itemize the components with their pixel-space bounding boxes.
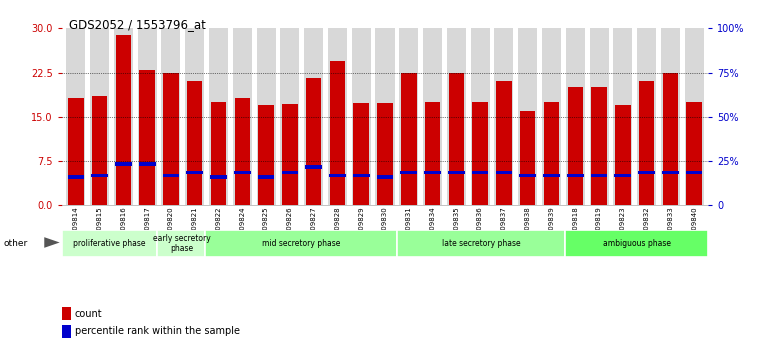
Bar bbox=[518, 28, 537, 205]
Bar bbox=[256, 28, 276, 205]
Bar bbox=[686, 171, 702, 175]
Bar bbox=[62, 307, 72, 320]
Bar bbox=[448, 171, 464, 175]
Bar bbox=[400, 171, 417, 175]
Bar bbox=[496, 171, 512, 175]
Bar bbox=[139, 162, 156, 166]
Bar bbox=[519, 174, 536, 177]
Bar bbox=[543, 174, 560, 177]
Bar bbox=[258, 175, 274, 179]
Bar bbox=[496, 81, 511, 205]
Bar bbox=[615, 105, 631, 205]
Bar bbox=[328, 28, 347, 205]
Bar bbox=[282, 104, 298, 205]
Bar bbox=[590, 28, 608, 205]
Bar bbox=[591, 174, 608, 177]
Bar bbox=[329, 174, 346, 177]
Bar bbox=[377, 175, 393, 179]
Bar bbox=[68, 175, 84, 179]
Bar bbox=[66, 28, 85, 205]
Bar bbox=[663, 73, 678, 205]
Bar bbox=[211, 102, 226, 205]
Bar bbox=[566, 28, 584, 205]
Bar bbox=[424, 171, 441, 175]
Bar bbox=[352, 28, 370, 205]
Bar bbox=[162, 174, 179, 177]
Bar bbox=[186, 28, 204, 205]
Bar bbox=[376, 28, 394, 205]
Bar bbox=[685, 28, 704, 205]
Bar bbox=[210, 175, 227, 179]
Bar bbox=[567, 174, 584, 177]
Bar bbox=[280, 28, 300, 205]
Bar bbox=[235, 98, 250, 205]
Bar bbox=[138, 28, 157, 205]
Bar bbox=[470, 28, 490, 205]
Text: proliferative phase: proliferative phase bbox=[73, 239, 146, 248]
Bar bbox=[209, 28, 228, 205]
Bar bbox=[567, 87, 583, 205]
Bar bbox=[542, 28, 561, 205]
Bar bbox=[62, 230, 157, 257]
Bar bbox=[92, 96, 107, 205]
Bar bbox=[639, 81, 654, 205]
Bar bbox=[306, 165, 322, 169]
Bar bbox=[163, 73, 179, 205]
Text: late secretory phase: late secretory phase bbox=[441, 239, 520, 248]
Bar bbox=[638, 171, 655, 175]
Text: early secretory
phase: early secretory phase bbox=[152, 234, 210, 253]
Text: GDS2052 / 1553796_at: GDS2052 / 1553796_at bbox=[69, 18, 206, 31]
Bar bbox=[162, 28, 180, 205]
Bar bbox=[613, 28, 632, 205]
Text: mid secretory phase: mid secretory phase bbox=[262, 239, 340, 248]
Bar bbox=[423, 28, 442, 205]
Bar bbox=[353, 103, 369, 205]
Bar bbox=[306, 79, 321, 205]
Text: other: other bbox=[4, 239, 28, 248]
Text: count: count bbox=[75, 309, 102, 319]
Bar bbox=[330, 61, 345, 205]
Bar bbox=[591, 87, 607, 205]
Bar bbox=[377, 103, 393, 205]
Bar bbox=[186, 171, 203, 175]
Text: percentile rank within the sample: percentile rank within the sample bbox=[75, 326, 239, 336]
Bar bbox=[90, 28, 109, 205]
Bar bbox=[114, 28, 133, 205]
Bar bbox=[564, 230, 708, 257]
Polygon shape bbox=[44, 237, 60, 248]
Bar bbox=[234, 171, 251, 175]
Bar bbox=[233, 28, 252, 205]
Bar bbox=[520, 111, 535, 205]
Bar bbox=[187, 81, 203, 205]
Bar bbox=[92, 174, 108, 177]
Bar bbox=[68, 98, 84, 205]
Bar bbox=[472, 171, 488, 175]
Bar bbox=[400, 28, 418, 205]
Bar bbox=[304, 28, 323, 205]
Bar bbox=[401, 73, 417, 205]
Bar bbox=[449, 73, 464, 205]
Bar bbox=[259, 105, 274, 205]
Bar bbox=[139, 70, 155, 205]
Bar bbox=[353, 174, 370, 177]
Bar bbox=[115, 162, 132, 166]
Bar bbox=[614, 174, 631, 177]
Bar bbox=[661, 28, 680, 205]
Bar bbox=[447, 28, 466, 205]
Bar bbox=[544, 102, 559, 205]
Bar bbox=[662, 171, 678, 175]
Bar bbox=[282, 171, 298, 175]
Bar bbox=[397, 230, 564, 257]
Bar bbox=[116, 35, 131, 205]
Bar bbox=[157, 230, 206, 257]
Bar bbox=[637, 28, 656, 205]
Text: ambiguous phase: ambiguous phase bbox=[603, 239, 671, 248]
Bar bbox=[472, 102, 488, 205]
Bar bbox=[425, 102, 440, 205]
Bar bbox=[686, 102, 702, 205]
Bar bbox=[206, 230, 397, 257]
Bar bbox=[494, 28, 514, 205]
Bar bbox=[62, 325, 72, 338]
